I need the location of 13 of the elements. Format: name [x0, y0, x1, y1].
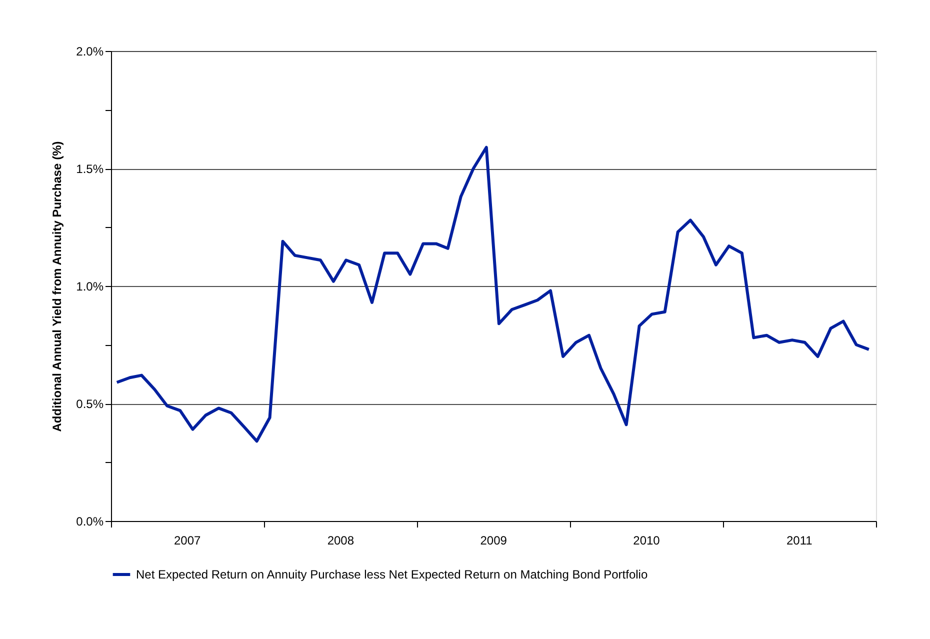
y-tick-label: 1.0% — [76, 280, 104, 294]
legend-label: Net Expected Return on Annuity Purchase less Net Expected Return on Matching Bond Portfolio — [136, 568, 648, 582]
line-series — [115, 146, 870, 443]
x-tick-label: 2011 — [786, 534, 813, 548]
y-tick-label: 2.0% — [76, 44, 104, 58]
y-tick-label: 1.5% — [76, 162, 104, 176]
y-axis-title: Additional Annual Yield from Annuity Purchase (%) — [50, 141, 64, 432]
x-tick-label: 2010 — [633, 534, 660, 548]
y-tick-label: 0.0% — [76, 514, 104, 528]
x-tick-label: 2007 — [174, 534, 201, 548]
x-tick-label: 2008 — [327, 534, 354, 548]
y-tick-label: 0.5% — [76, 397, 104, 411]
x-tick-label: 2009 — [480, 534, 508, 548]
